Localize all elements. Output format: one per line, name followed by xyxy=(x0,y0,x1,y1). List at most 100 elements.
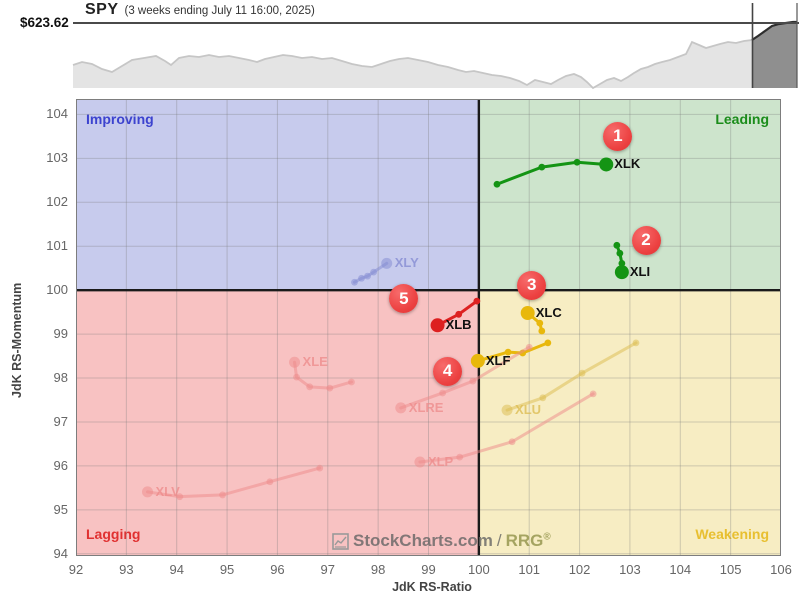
ytick-104: 104 xyxy=(46,106,68,122)
head-dot-XLK xyxy=(599,157,614,172)
tail-dot-XLU xyxy=(578,369,586,377)
stockcharts-logo-icon xyxy=(332,532,349,550)
quadrant-weakening xyxy=(478,290,781,556)
xtick-92: 92 xyxy=(68,562,84,577)
head-dot-XLC xyxy=(520,305,535,320)
ticker-label-XLK: XLK xyxy=(614,156,641,172)
xtick-106: 106 xyxy=(770,562,792,577)
badge-5: 5 xyxy=(389,284,419,314)
xtick-104: 104 xyxy=(669,562,692,577)
xtick-98: 98 xyxy=(370,562,386,577)
ticker-label-XLB: XLB xyxy=(445,317,472,333)
ytick-101: 101 xyxy=(46,238,68,254)
ytick-97: 97 xyxy=(53,413,68,429)
xtick-103: 103 xyxy=(619,562,641,577)
xtick-101: 101 xyxy=(518,562,541,577)
head-dot-XLE xyxy=(289,356,301,368)
tail-dot-XLK xyxy=(538,163,546,171)
tail-dot-XLE xyxy=(348,378,355,386)
ticker-label-XLU: XLU xyxy=(515,402,542,418)
tail-XLF xyxy=(476,341,550,363)
xtick-94: 94 xyxy=(169,562,184,577)
ticker-label-XLI: XLI xyxy=(629,264,651,280)
spy-header: SPY (3 weeks ending July 11 16:00, 2025) xyxy=(85,1,315,19)
ytick-95: 95 xyxy=(53,501,68,517)
xtick-93: 93 xyxy=(119,562,134,577)
quadrant-label-weakening: Weakening xyxy=(695,526,769,542)
tail-dot-XLB xyxy=(455,310,463,318)
tail-dot-XLV xyxy=(266,478,274,486)
quadrant-lagging xyxy=(76,290,479,556)
plot-border xyxy=(76,99,781,556)
tail-dot-XLV xyxy=(219,491,226,499)
ytick-98: 98 xyxy=(53,370,68,386)
tail-dot-XLK xyxy=(573,158,581,166)
tail-XLU xyxy=(505,341,638,412)
badge-3: 3 xyxy=(517,270,547,300)
head-dot-XLY xyxy=(381,257,393,269)
tail-dot-XLV xyxy=(176,493,184,501)
ytick-103: 103 xyxy=(46,150,68,166)
xtick-102: 102 xyxy=(568,562,591,577)
spy-line xyxy=(72,21,797,90)
ticker-label-XLP: XLP xyxy=(427,453,454,469)
tail-dot-XLP xyxy=(508,438,516,446)
xtick-105: 105 xyxy=(719,562,742,577)
head-dot-XLRE xyxy=(395,402,407,414)
registered-mark-icon: ® xyxy=(543,531,551,543)
xtick-95: 95 xyxy=(219,562,235,577)
tail-dot-XLP xyxy=(456,453,464,461)
xtick-99: 99 xyxy=(421,562,436,577)
tail-dot-XLE xyxy=(326,384,334,392)
period-subtitle: (3 weeks ending July 11 16:00, 2025) xyxy=(124,5,315,17)
x-axis-title: JdK RS-Ratio xyxy=(392,580,472,594)
quadrant-label-lagging: Lagging xyxy=(86,526,141,542)
spy-mini-chart xyxy=(72,3,799,90)
tail-dot-XLP xyxy=(589,390,597,398)
tail-dot-XLE xyxy=(306,383,314,391)
ytick-99: 99 xyxy=(53,326,68,342)
ytick-96: 96 xyxy=(53,457,68,473)
tail-dot-XLRE xyxy=(469,377,477,385)
badge-1: 1 xyxy=(603,121,633,151)
xtick-96: 96 xyxy=(270,562,285,577)
quadrant-label-leading: Leading xyxy=(715,111,769,127)
head-dot-XLI xyxy=(614,265,629,280)
head-dot-XLB xyxy=(430,318,445,333)
tail-dot-XLY xyxy=(358,274,365,282)
badge-4: 4 xyxy=(433,356,463,386)
tail-dot-XLV xyxy=(316,464,324,472)
tail-dot-XLU xyxy=(632,339,640,347)
price-label: $623.62 xyxy=(20,15,69,30)
ticker-label-XLF: XLF xyxy=(485,352,511,368)
ytick-102: 102 xyxy=(46,194,68,210)
tail-dot-XLI xyxy=(616,249,624,257)
watermark-brand: StockCharts.com xyxy=(353,531,493,550)
xtick-97: 97 xyxy=(320,562,336,577)
y-axis-title: JdK RS-Momentum xyxy=(10,282,24,398)
tail-XLRE xyxy=(399,345,531,410)
spy-area xyxy=(73,22,797,88)
tail-dot-XLY xyxy=(364,272,371,280)
watermark-product: RRG xyxy=(505,531,544,550)
tail-dot-XLRE xyxy=(525,343,533,351)
rrg-plot-canvas xyxy=(76,99,781,556)
quadrant-label-improving: Improving xyxy=(86,111,154,127)
tail-dot-XLF xyxy=(504,348,512,356)
watermark-separator: / xyxy=(496,531,502,550)
ytick-94: 94 xyxy=(53,545,68,561)
head-dot-XLF xyxy=(470,353,485,368)
ticker-label-XLC: XLC xyxy=(535,304,562,320)
tail-dot-XLB xyxy=(473,297,481,305)
badge-2: 2 xyxy=(631,225,661,255)
watermark: StockCharts.com / RRG® xyxy=(332,531,551,551)
spy-highlight-area xyxy=(752,22,797,88)
ticker-label-XLY: XLY xyxy=(394,255,419,271)
tail-dot-XLC xyxy=(536,319,544,327)
tail-dot-XLY xyxy=(370,268,378,276)
tail-dot-XLE xyxy=(293,373,300,381)
xtick-100: 100 xyxy=(467,562,490,577)
tail-dot-XLC xyxy=(538,327,546,335)
tail-dot-XLRE xyxy=(439,389,446,397)
